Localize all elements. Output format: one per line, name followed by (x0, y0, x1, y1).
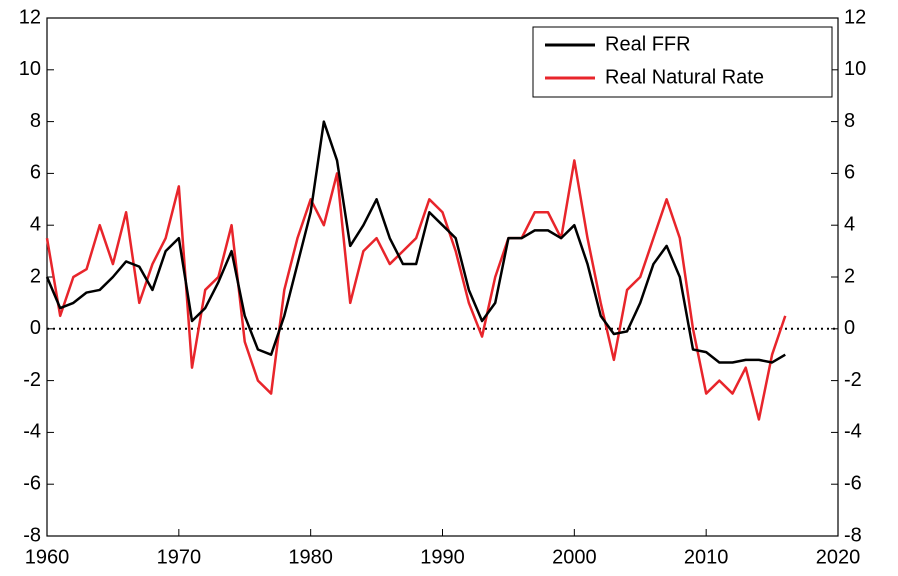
y-tick-label: 6 (30, 162, 41, 184)
y2-tick-label: 4 (844, 213, 855, 235)
y2-tick-label: 6 (844, 162, 855, 184)
y2-tick-label: 10 (844, 58, 866, 80)
x-tick-label: 1980 (288, 546, 333, 568)
y2-tick-label: 8 (844, 110, 855, 132)
y-tick-label: 2 (30, 265, 41, 287)
y2-tick-label: 12 (844, 6, 866, 28)
x-tick-label: 2020 (816, 546, 861, 568)
y2-tick-label: 0 (844, 317, 855, 339)
y-tick-label: 12 (19, 6, 41, 28)
x-tick-label: 1960 (25, 546, 70, 568)
series-line (45, 120, 786, 364)
y-tick-label: 8 (30, 110, 41, 132)
y-tick-label: 0 (30, 317, 41, 339)
y2-tick-label: -4 (844, 421, 862, 443)
x-tick-label: 1970 (157, 546, 202, 568)
y-tick-label: -6 (23, 472, 41, 494)
y-tick-label: -2 (23, 369, 41, 391)
y2-tick-label: -6 (844, 472, 862, 494)
y2-tick-label: -2 (844, 369, 862, 391)
legend-box (532, 26, 833, 98)
y2-tick-label: 2 (844, 265, 855, 287)
x-tick-label: 1990 (420, 546, 465, 568)
series-line (45, 159, 787, 421)
x-tick-label: 2010 (684, 546, 729, 568)
legend-label: Real Natural Rate (605, 66, 764, 88)
y2-tick-label: -8 (844, 524, 862, 546)
y-tick-label: 10 (19, 58, 41, 80)
y-tick-label: -8 (23, 524, 41, 546)
y-tick-label: 4 (30, 213, 41, 235)
legend-label: Real FFR (605, 33, 691, 55)
x-tick-label: 2000 (552, 546, 597, 568)
y-tick-label: -4 (23, 421, 41, 443)
